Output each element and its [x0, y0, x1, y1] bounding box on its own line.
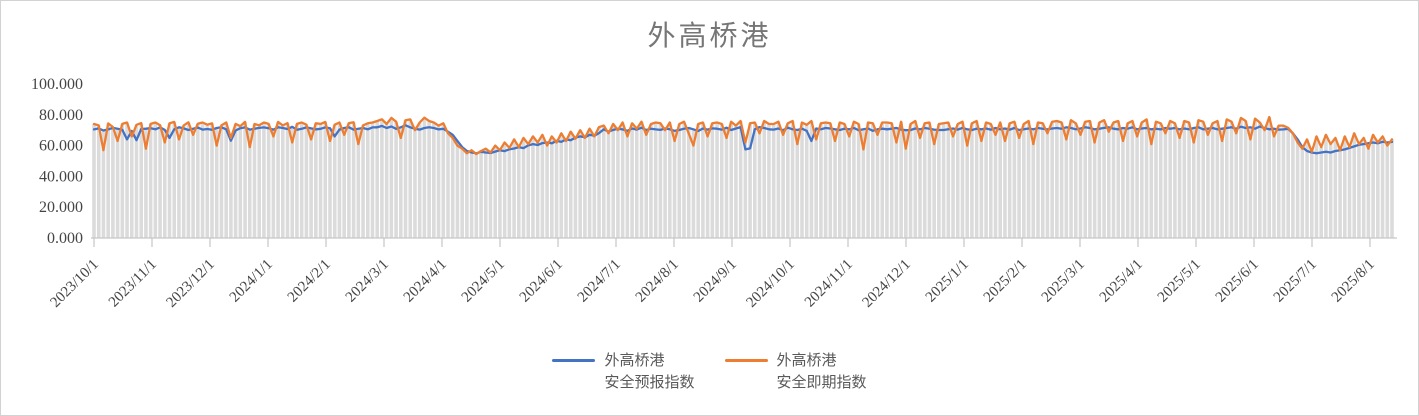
- svg-text:2024/4/1: 2024/4/1: [401, 257, 450, 306]
- svg-text:2025/4/1: 2025/4/1: [1097, 257, 1146, 306]
- chart-title: 外高桥港: [647, 20, 772, 51]
- svg-text:2024/3/1: 2024/3/1: [343, 257, 392, 306]
- svg-text:20.000: 20.000: [39, 199, 83, 216]
- legend-label-spot-line2: 安全即期指数: [776, 374, 867, 391]
- svg-text:2024/10/1: 2024/10/1: [743, 257, 797, 311]
- legend-item-spot-index[interactable]: 外高桥港 安全即期指数: [724, 350, 867, 394]
- svg-text:2024/9/1: 2024/9/1: [691, 257, 740, 306]
- legend-swatch-orange-line: [724, 359, 768, 362]
- svg-text:100.000: 100.000: [31, 76, 83, 93]
- svg-text:2024/11/1: 2024/11/1: [802, 257, 856, 311]
- svg-text:2024/2/1: 2024/2/1: [285, 257, 334, 306]
- svg-text:40.000: 40.000: [39, 168, 83, 185]
- legend-label-forecast: 外高桥港 安全预报指数: [604, 350, 694, 394]
- legend-label-forecast-line2: 安全预报指数: [604, 374, 695, 391]
- svg-text:2024/1/1: 2024/1/1: [227, 257, 276, 306]
- svg-text:2025/1/1: 2025/1/1: [923, 257, 972, 306]
- svg-text:2024/8/1: 2024/8/1: [633, 257, 682, 306]
- legend-item-forecast-index[interactable]: 外高桥港 安全预报指数: [552, 350, 695, 394]
- legend: 外高桥港 安全预报指数 外高桥港 安全即期指数: [1, 350, 1418, 394]
- svg-text:80.000: 80.000: [39, 107, 83, 124]
- svg-text:2024/5/1: 2024/5/1: [459, 257, 508, 306]
- svg-text:2023/11/1: 2023/11/1: [106, 257, 160, 311]
- legend-label-spot-line1: 外高桥港: [776, 352, 837, 369]
- svg-text:2025/5/1: 2025/5/1: [1155, 257, 1204, 306]
- svg-text:2025/6/1: 2025/6/1: [1213, 257, 1262, 306]
- svg-text:60.000: 60.000: [39, 138, 83, 155]
- svg-text:2024/6/1: 2024/6/1: [517, 257, 566, 306]
- legend-label-forecast-line1: 外高桥港: [604, 352, 665, 369]
- legend-swatch-blue-line: [552, 359, 596, 362]
- svg-text:2024/12/1: 2024/12/1: [859, 257, 913, 311]
- svg-text:2025/2/1: 2025/2/1: [981, 257, 1030, 306]
- svg-text:2025/7/1: 2025/7/1: [1271, 257, 1320, 306]
- svg-text:2023/12/1: 2023/12/1: [163, 257, 217, 311]
- svg-text:2023/10/1: 2023/10/1: [47, 257, 101, 311]
- svg-text:2024/7/1: 2024/7/1: [575, 257, 624, 306]
- svg-text:0.000: 0.000: [47, 230, 83, 247]
- svg-text:2025/8/1: 2025/8/1: [1329, 257, 1378, 306]
- legend-label-spot: 外高桥港 安全即期指数: [777, 350, 867, 394]
- svg-text:2025/3/1: 2025/3/1: [1039, 257, 1088, 306]
